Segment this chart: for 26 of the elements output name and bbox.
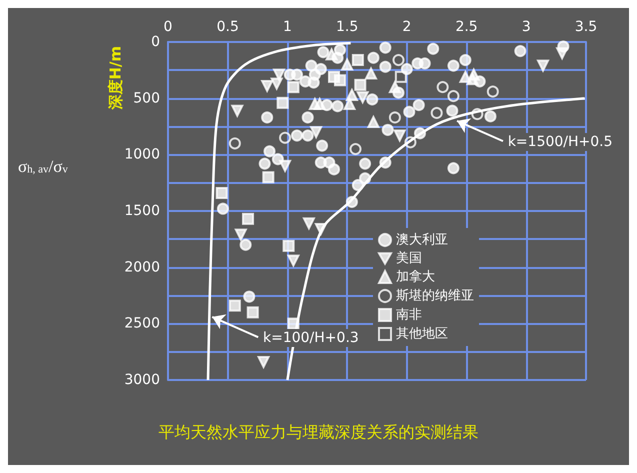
legend-label: 美国 (396, 250, 422, 266)
y-tick-label: 2000 (124, 259, 160, 276)
y-tick-label: 2500 (124, 316, 160, 332)
y-tick-label: 0 (151, 34, 160, 50)
legend-label: 其他地区 (396, 326, 448, 342)
x-axis-title: σh, av/σv (18, 157, 68, 176)
legend-label: 澳大利亚 (396, 232, 448, 248)
x-tick-label: 3 (522, 19, 531, 35)
text: 平均天然水平应力与埋藏深度关系的实测结果 (158, 422, 478, 442)
annotation: k=100/H+0.3 (263, 330, 359, 346)
x-tick-label: 1 (282, 19, 292, 35)
y-tick-label: 500 (133, 90, 160, 106)
x-tick-label: 3.5 (574, 19, 598, 35)
legend-label: 斯堪的纳维亚 (396, 288, 474, 304)
legend-label: 南非 (396, 308, 422, 322)
y-tick-label: 1000 (124, 146, 160, 163)
annotation: k=1500/H+0.5 (508, 134, 613, 150)
x-tick-label: 1.5 (336, 19, 358, 35)
y-tick-label: 1500 (124, 203, 160, 219)
x-tick-label: 2.5 (455, 19, 478, 35)
legend-label: 加拿大 (396, 270, 435, 284)
y-axis-title: 深度H/m (106, 46, 124, 111)
x-tick-label: 2 (402, 19, 412, 35)
x-tick-label: 0 (164, 19, 172, 35)
y-tick-label: 3000 (124, 372, 160, 388)
x-tick-label: 0.5 (216, 19, 239, 35)
